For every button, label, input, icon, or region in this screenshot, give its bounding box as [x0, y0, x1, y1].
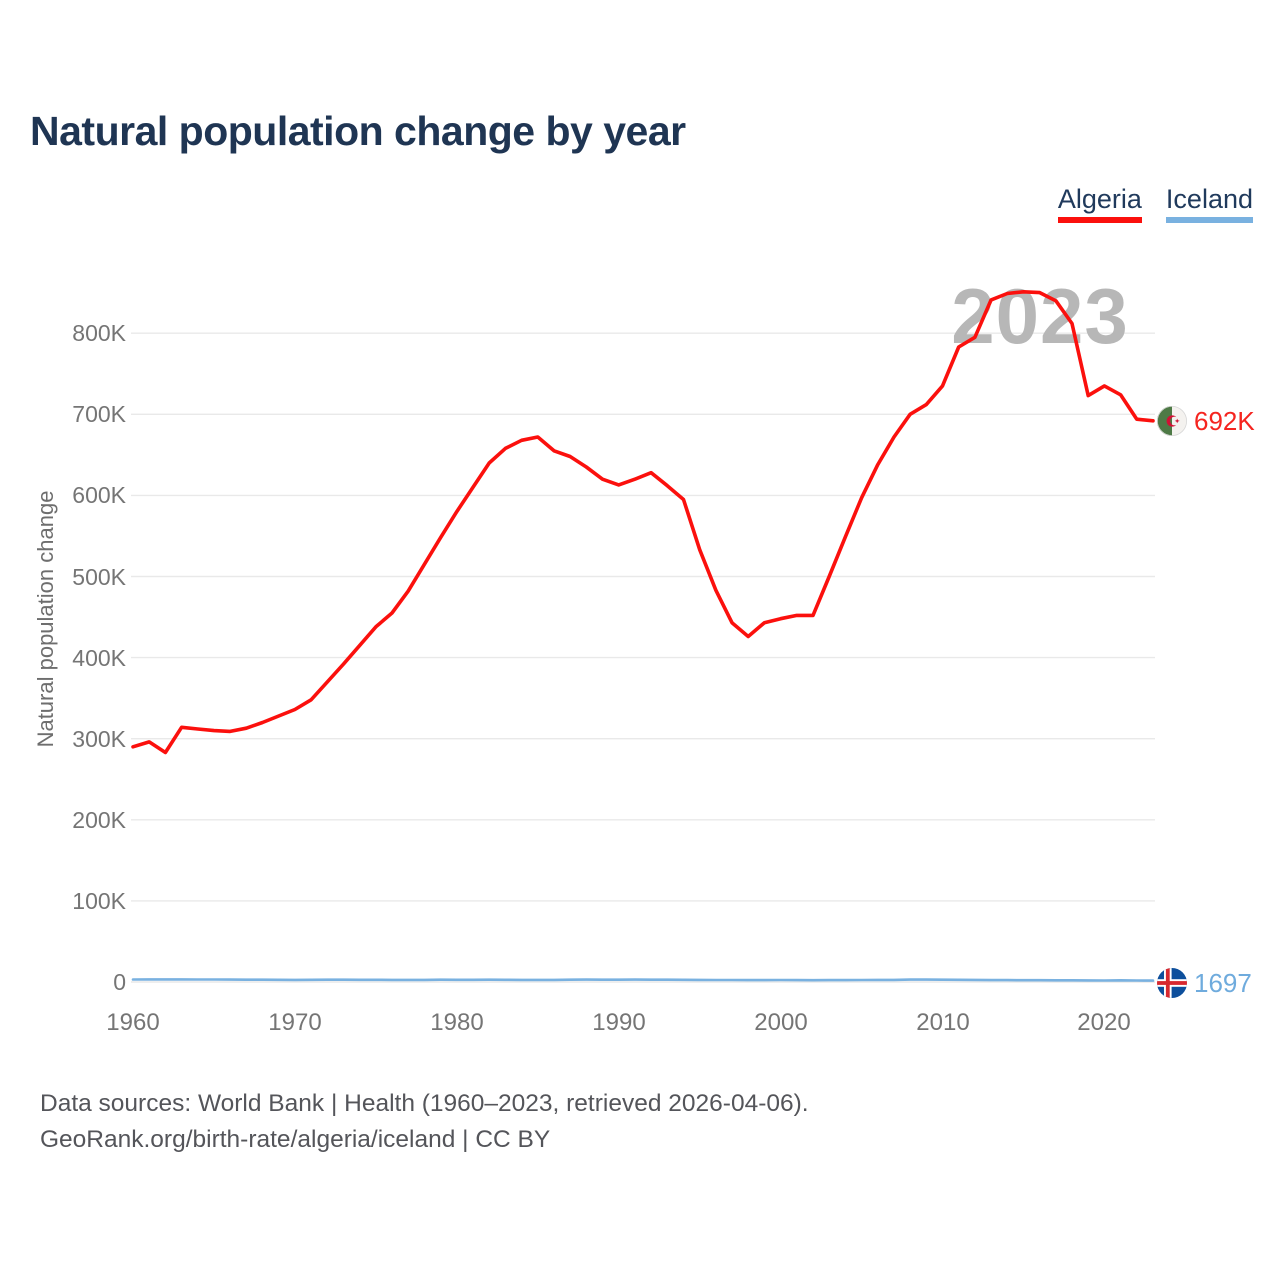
footer-sources-line: Data sources: World Bank | Health (1960–…: [40, 1090, 809, 1117]
watermark-year: 2023: [951, 272, 1129, 360]
x-tick-label: 1990: [592, 1009, 646, 1036]
x-tick-label: 1970: [268, 1009, 322, 1036]
legend-item-iceland[interactable]: Iceland: [1165, 184, 1253, 223]
iceland-flag-icon: [1157, 968, 1187, 998]
y-tick-label: 500K: [72, 564, 126, 590]
y-tick-label: 200K: [72, 807, 126, 833]
iceland-end-value-label: 1697: [1194, 968, 1252, 998]
footer: Data sources: World Bank | Health (1960–…: [40, 1086, 809, 1157]
series-line-algeria: [131, 289, 1155, 755]
footer-attribution-line: GeoRank.org/birth-rate/algeria/iceland |…: [40, 1125, 551, 1153]
y-tick-label: 700K: [72, 401, 126, 427]
x-tick-label: 2000: [754, 1009, 808, 1036]
legend-item-algeria[interactable]: Algeria: [1057, 184, 1142, 223]
legend: Algeria Iceland: [1057, 184, 1253, 223]
x-tick-label: 2020: [1077, 1009, 1131, 1036]
x-tick-label: 2010: [916, 1009, 970, 1036]
y-tick-label: 400K: [72, 645, 126, 671]
x-tick-label: 1980: [430, 1009, 484, 1036]
algeria-end-value-label: 692K: [1194, 406, 1255, 436]
page-title: Natural population change by year: [30, 108, 686, 154]
y-tick-label: 100K: [72, 888, 126, 914]
y-tick-label: 0: [113, 969, 126, 995]
series-line-iceland: [131, 978, 1155, 982]
algeria-flag-icon: [1157, 406, 1187, 436]
y-tick-label: 800K: [72, 320, 126, 346]
x-tick-label: 1960: [106, 1009, 160, 1036]
y-tick-label: 600K: [72, 482, 126, 508]
y-tick-label: 300K: [72, 726, 126, 752]
